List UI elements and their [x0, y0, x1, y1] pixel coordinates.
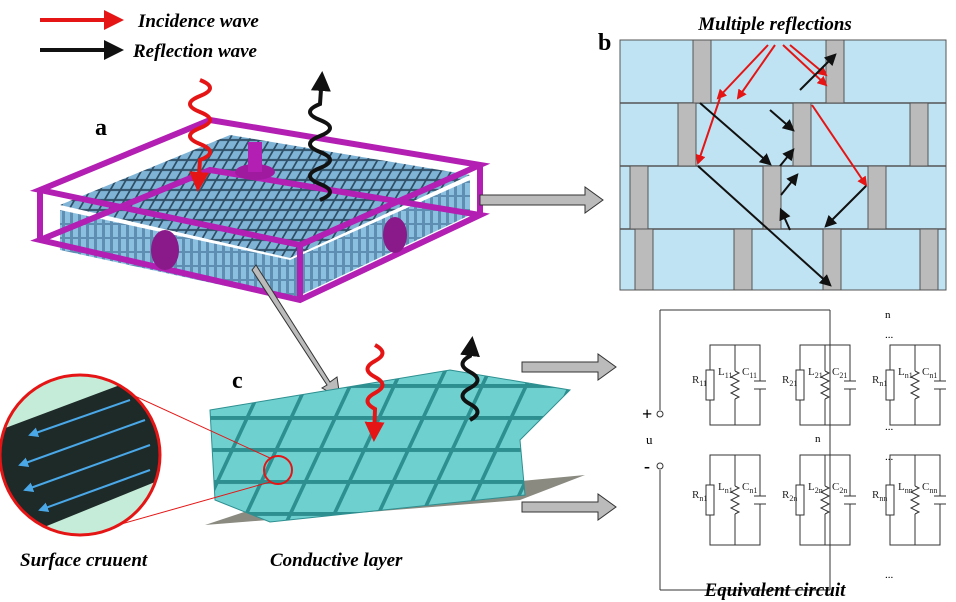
component-label: Cn1	[742, 481, 757, 495]
symbol: C	[922, 366, 929, 378]
component-label: L21	[808, 366, 823, 380]
symbol: C	[832, 481, 839, 493]
subscript: n1	[725, 486, 733, 495]
component-label: Rn1	[692, 489, 707, 503]
legend: Incidence wave Reflection wave	[40, 11, 259, 62]
legend-reflection: Reflection wave	[132, 41, 258, 62]
subscript: nn	[879, 494, 887, 503]
component-label: Cn1	[922, 366, 937, 380]
component-label: R2n	[782, 489, 797, 503]
terminal-minus: -	[644, 456, 650, 476]
panel-box	[620, 40, 946, 290]
panel-label: b	[598, 30, 611, 56]
component-label: Ln1	[898, 366, 913, 380]
symbol: C	[832, 366, 839, 378]
subscript: 11	[725, 371, 733, 380]
subscript: n1	[749, 486, 757, 495]
figure: Incidence wave Reflection wave a b Multi…	[0, 0, 956, 602]
terminal-plus: +	[642, 404, 652, 424]
caption: Conductive layer	[270, 550, 403, 571]
component-label: C11	[742, 366, 757, 380]
subscript: 2n	[789, 494, 797, 503]
subscript: 11	[749, 371, 757, 380]
subscript: 21	[815, 371, 823, 380]
component-label: Ln1	[718, 481, 733, 495]
component-label: R11	[692, 374, 707, 388]
ellipsis: ...	[885, 451, 894, 463]
antenna	[383, 217, 407, 253]
resistor	[706, 370, 714, 400]
antenna	[151, 230, 179, 270]
subscript: n1	[929, 371, 937, 380]
panel-b: b Multiple reflections	[598, 14, 946, 290]
ellipsis: ...	[885, 569, 894, 581]
ellipsis: ...	[885, 329, 894, 341]
component-label: Lnn	[898, 481, 913, 495]
caption: Multiple reflections	[697, 14, 852, 35]
subscript: 11	[699, 379, 707, 388]
panel-label: c	[232, 368, 243, 394]
subscript: nn	[905, 486, 913, 495]
caption: Surface cruuent	[20, 550, 148, 571]
component-label: Cnn	[922, 481, 937, 495]
antenna	[248, 142, 262, 172]
component-label: Rnn	[872, 489, 887, 503]
subscript: 2n	[839, 486, 847, 495]
legend-incidence: Incidence wave	[137, 11, 259, 32]
subscript: n1	[879, 379, 887, 388]
n-label: n	[885, 309, 891, 321]
component-label: C21	[832, 366, 847, 380]
symbol: C	[742, 481, 749, 493]
component-label: R21	[782, 374, 797, 388]
component-label: L11	[718, 366, 732, 380]
caption: Equivalent circuit	[704, 580, 847, 601]
subscript: 2n	[815, 486, 823, 495]
subscript: 21	[789, 379, 797, 388]
source-label: u	[646, 432, 653, 447]
subscript: n1	[905, 371, 913, 380]
ellipsis: ...	[885, 421, 894, 433]
component-label: L2n	[808, 481, 823, 495]
component-label: C2n	[832, 481, 847, 495]
symbol: C	[742, 366, 749, 378]
symbol: C	[922, 481, 929, 493]
subscript: 21	[839, 371, 847, 380]
subscript: n1	[699, 494, 707, 503]
component-label: Rn1	[872, 374, 887, 388]
n-label: n	[815, 433, 821, 445]
subscript: nn	[929, 486, 937, 495]
panel-c: c Surface cruuent Conductive layer	[0, 340, 585, 571]
panel-label: a	[95, 115, 107, 141]
equivalent-circuit	[657, 310, 946, 590]
panel-a: a	[40, 75, 480, 300]
